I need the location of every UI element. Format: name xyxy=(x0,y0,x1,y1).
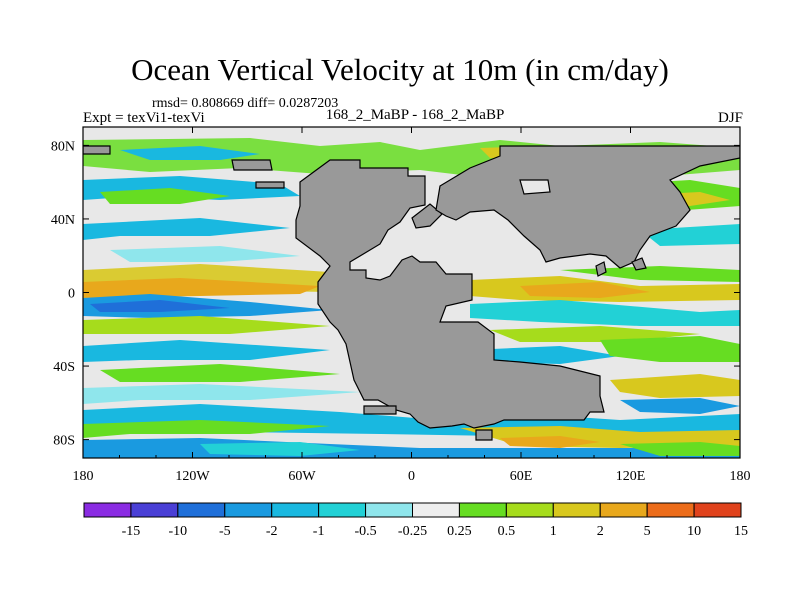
longitude-axis: 180 120W 60W 0 60E 120E 180 xyxy=(73,127,751,484)
land-masses xyxy=(83,145,740,441)
colorbar-swatch xyxy=(552,502,601,518)
lon-tick-label: 0 xyxy=(408,469,415,484)
colorbar-label: 0.5 xyxy=(498,524,516,539)
lat-tick-label: 40S xyxy=(53,360,75,375)
runs-label: 168_2_MaBP - 168_2_MaBP xyxy=(325,107,505,123)
colorbar-label: -0.5 xyxy=(354,524,376,539)
colorbar-label: 2 xyxy=(597,524,604,539)
colorbar-swatch xyxy=(599,502,648,518)
colorbar-label: -0.25 xyxy=(398,524,427,539)
colorbar-label: 0.25 xyxy=(447,524,472,539)
colorbar-swatch xyxy=(458,502,507,518)
colorbar-label: -2 xyxy=(266,524,278,539)
colorbar-label: 1 xyxy=(550,524,557,539)
colorbar-swatch xyxy=(130,502,179,518)
lat-tick-label: 80S xyxy=(53,434,75,449)
colorbar-label: 10 xyxy=(687,524,701,539)
lat-tick-label: 0 xyxy=(68,287,75,302)
colorbar-label: -1 xyxy=(313,524,325,539)
season-label: DJF xyxy=(717,110,743,126)
lon-tick-label: 60W xyxy=(288,469,316,484)
colorbar-swatch xyxy=(412,502,460,518)
colorbar-swatch xyxy=(318,502,367,518)
chart-title: Ocean Vertical Velocity at 10m (in cm/da… xyxy=(131,52,669,87)
colorbar-label: 15 xyxy=(734,524,748,539)
colorbar-swatch xyxy=(365,502,414,518)
colorbar-swatch xyxy=(693,502,742,518)
colorbar-label: -5 xyxy=(219,524,231,539)
lat-tick-label: 40N xyxy=(51,213,75,228)
colorbar-label: -10 xyxy=(169,524,188,539)
expt-label: Expt = texVi1-texVi xyxy=(83,110,205,126)
lon-tick-label: 120W xyxy=(175,469,210,484)
stats-label: rmsd= 0.808669 diff= 0.0287203 xyxy=(152,96,339,111)
colorbar-swatch xyxy=(646,502,695,518)
colorbar-swatch xyxy=(271,502,320,518)
colorbar-swatch xyxy=(505,502,554,518)
colorbar-swatch xyxy=(177,502,226,518)
lon-tick-label: 180 xyxy=(73,469,94,484)
colorbar-label: 5 xyxy=(644,524,651,539)
latitude-axis: 80N 40N 0 40S 80S xyxy=(51,139,740,449)
lon-tick-label: 120E xyxy=(616,469,646,484)
colorbar-label: -15 xyxy=(122,524,141,539)
lon-tick-label: 60E xyxy=(510,469,533,484)
map-field xyxy=(83,127,740,458)
colorbar-swatch xyxy=(83,502,132,518)
lon-tick-label: 180 xyxy=(730,469,751,484)
colorbar-swatch xyxy=(224,502,273,518)
lat-tick-label: 80N xyxy=(51,139,75,154)
colorbar: -15 -10 -5 -2 -1 -0.5 -0.25 0.25 0.5 1 2 5 10 15 xyxy=(83,502,748,539)
